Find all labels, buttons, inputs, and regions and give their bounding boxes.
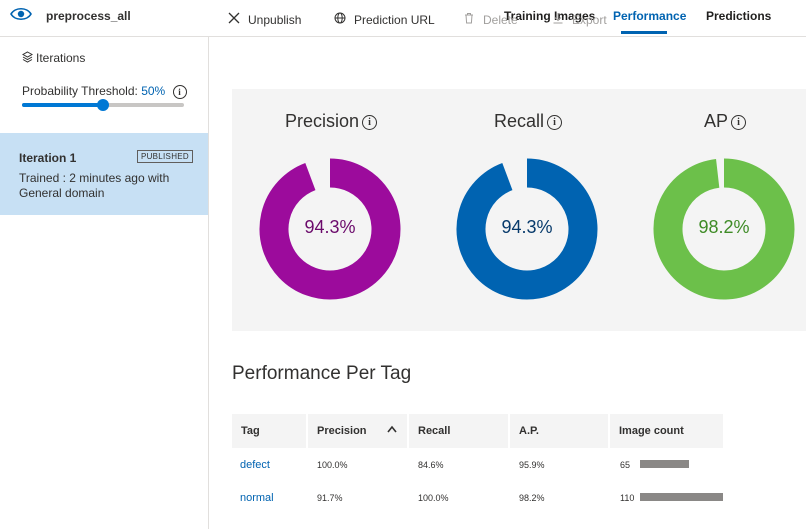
tag-link-defect[interactable]: defect <box>240 459 270 471</box>
threshold-label: Probability Threshold: 50% i <box>22 84 187 99</box>
threshold-value: 50% <box>141 84 166 98</box>
precision-donut <box>259 158 401 300</box>
table-cell-precision: 100.0% <box>317 460 348 470</box>
export-button[interactable]: Export <box>553 13 607 27</box>
column-header-image-count[interactable]: Image count <box>610 414 723 448</box>
precision-title-text: Precision <box>285 111 360 131</box>
prediction-url-button[interactable]: Prediction URL <box>334 12 435 27</box>
ap-donut-arc <box>653 158 795 300</box>
threshold-text: Probability Threshold: <box>22 84 138 98</box>
precision-value: 94.3% <box>304 217 356 237</box>
ap-donut <box>653 158 795 300</box>
delete-button[interactable]: Delete <box>465 13 518 27</box>
precision-title: Precision i <box>285 111 378 132</box>
iterations-header: Iterations <box>22 51 85 65</box>
top-bar: preprocess_all Training Images Performan… <box>0 0 806 37</box>
tag-link-normal[interactable]: normal <box>240 492 274 504</box>
iteration-item[interactable]: Iteration 1 PUBLISHED Trained : 2 minute… <box>0 133 208 215</box>
table-cell-count: 65 <box>620 460 631 470</box>
table-cell-recall: 84.6% <box>418 460 444 470</box>
table-cell-count: 110 <box>620 493 635 503</box>
delete-label: Delete <box>483 13 518 27</box>
tab-predictions[interactable]: Predictions <box>706 9 772 23</box>
iteration-domain-text: General domain <box>19 186 105 200</box>
published-badge: PUBLISHED <box>136 150 193 163</box>
layers-icon <box>22 51 33 63</box>
info-icon[interactable]: i <box>362 115 378 130</box>
download-icon <box>553 13 563 24</box>
performance-per-tag-title: Performance Per Tag <box>232 363 412 384</box>
metrics-panel: Precision i Recall i AP i 94.3% 94.3% 98.2% <box>232 89 806 331</box>
unpublish-button[interactable]: Unpublish <box>228 12 302 27</box>
toolbar <box>209 37 806 75</box>
recall-value: 94.3% <box>501 217 553 237</box>
recall-title: Recall i <box>494 111 563 132</box>
ap-title: AP i <box>704 111 747 132</box>
table-cell-recall: 100.0% <box>418 493 449 503</box>
project-name: preprocess_all <box>46 9 131 23</box>
active-tab-indicator <box>621 31 667 34</box>
column-header-tag[interactable]: Tag <box>232 414 306 448</box>
threshold-slider-fill <box>22 103 103 107</box>
image-count-bar <box>640 493 723 501</box>
info-icon[interactable]: i <box>731 115 747 130</box>
trash-icon <box>465 13 473 24</box>
ap-title-text: AP <box>704 111 729 131</box>
column-header-recall[interactable]: Recall <box>409 414 508 448</box>
globe-icon <box>334 12 346 24</box>
table-cell-ap: 95.9% <box>519 460 545 470</box>
close-icon <box>228 12 240 24</box>
info-icon[interactable]: i <box>172 84 187 99</box>
iterations-label: Iterations <box>36 51 86 65</box>
export-label: Export <box>572 13 607 27</box>
eye-icon[interactable] <box>10 6 32 22</box>
iteration-name: Iteration 1 <box>19 151 77 165</box>
recall-donut <box>456 158 598 300</box>
ap-value: 98.2% <box>698 217 750 237</box>
info-icon[interactable]: i <box>547 115 563 130</box>
sidebar: Iterations Probability Threshold: 50% i … <box>0 37 209 529</box>
column-header-precision[interactable]: Precision <box>308 414 407 448</box>
iteration-trained-text: Trained : 2 minutes ago with <box>19 171 170 185</box>
sort-ascending-icon[interactable] <box>386 424 398 434</box>
prediction-url-label: Prediction URL <box>354 13 435 27</box>
column-header-ap[interactable]: A.P. <box>510 414 608 448</box>
table-cell-ap: 98.2% <box>519 493 545 503</box>
image-count-bar <box>640 460 690 468</box>
table-cell-precision: 91.7% <box>317 493 343 503</box>
precision-donut-arc <box>259 158 401 300</box>
unpublish-label: Unpublish <box>248 13 302 27</box>
recall-donut-arc <box>456 158 598 300</box>
threshold-slider-thumb[interactable] <box>97 99 109 111</box>
tab-performance[interactable]: Performance <box>613 9 687 23</box>
recall-title-text: Recall <box>494 111 545 131</box>
tab-training-images[interactable]: Training Images <box>504 9 596 23</box>
